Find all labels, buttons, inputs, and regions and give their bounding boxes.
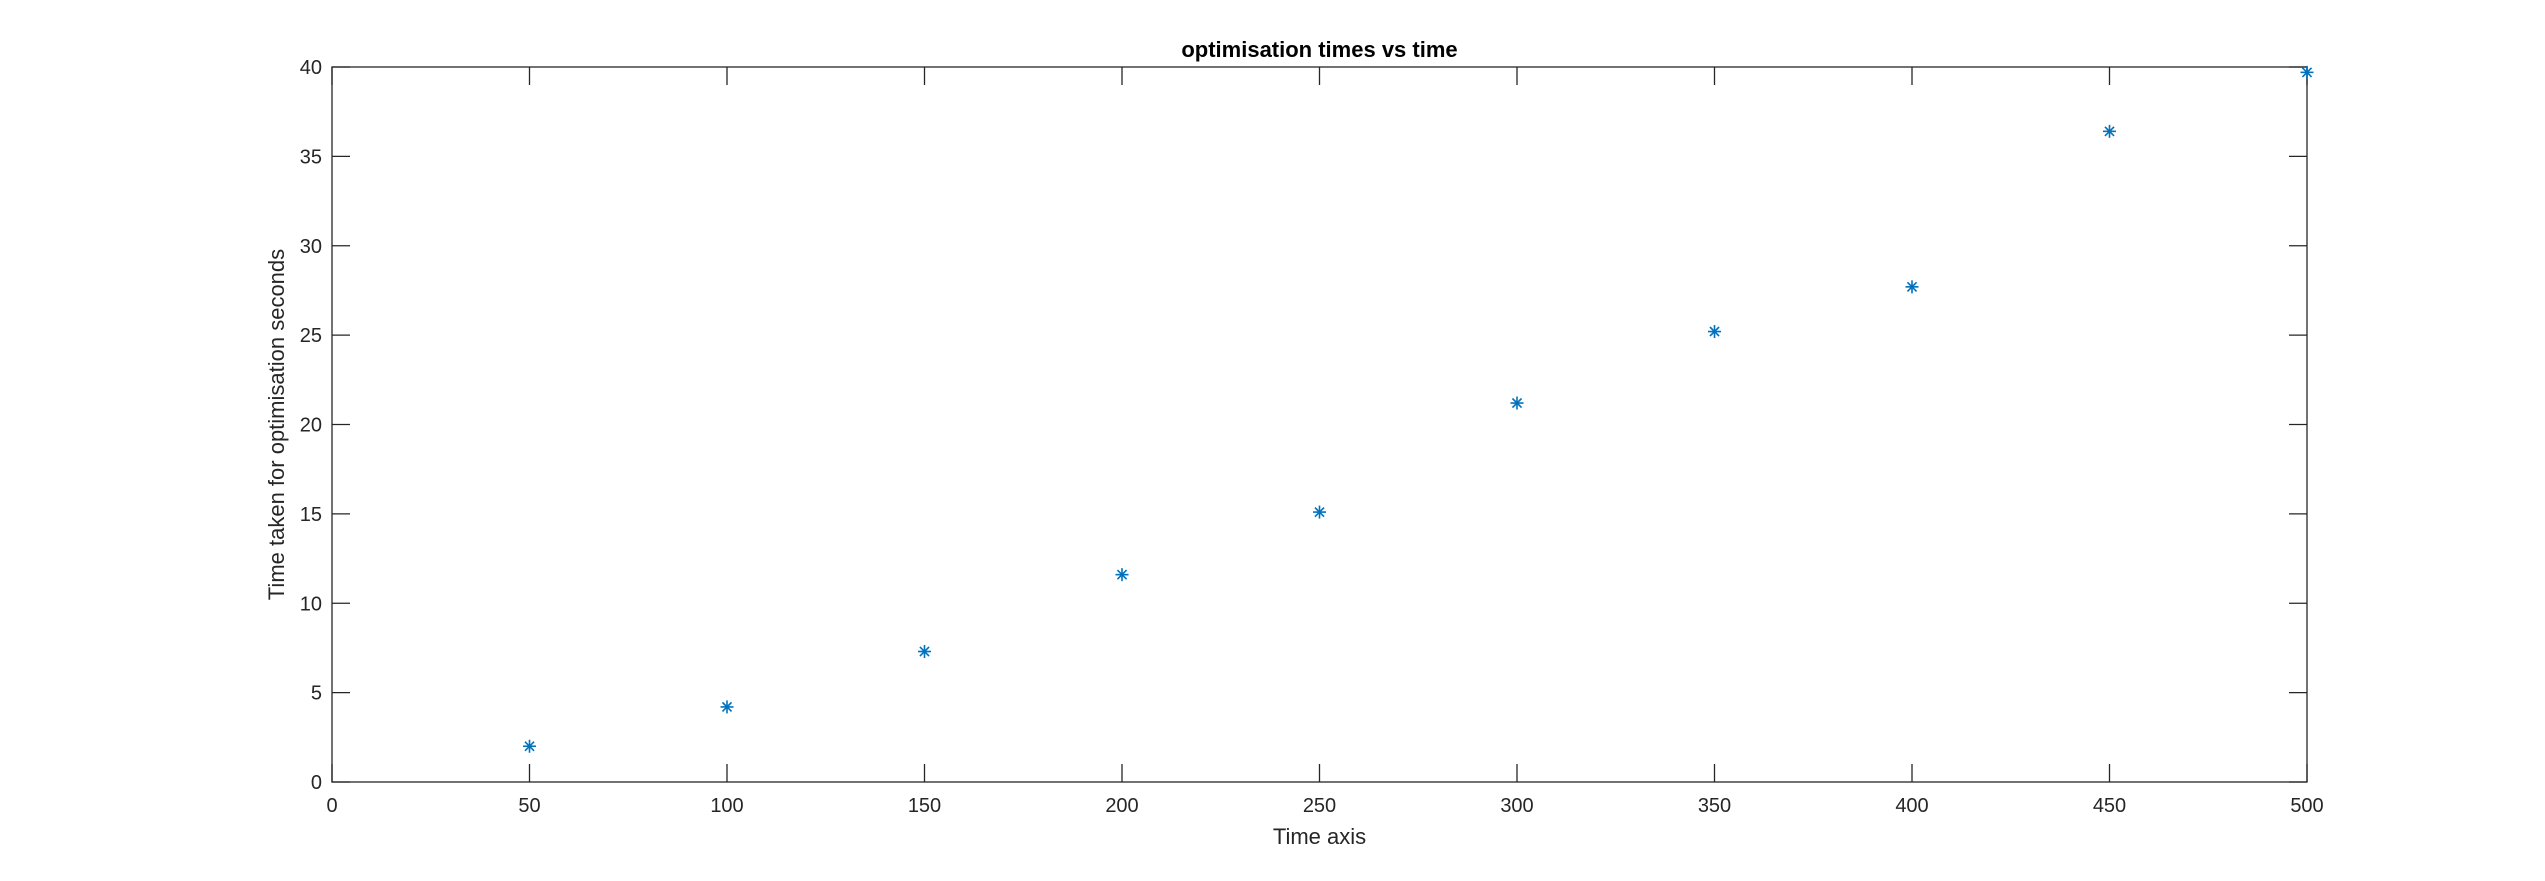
y-tick-label: 40 (300, 57, 322, 79)
x-tick-label: 50 (518, 795, 540, 817)
data-point (1905, 280, 1919, 294)
data-point (523, 739, 536, 753)
axes: 0 50 100 150 200 250 300 350 400 450 500 0 5 10 15 20 2… (300, 57, 2324, 817)
data-markers (523, 65, 2314, 753)
y-axis-ticks: 0 5 10 15 20 25 30 35 40 (300, 57, 2307, 794)
y-tick-label: 10 (300, 593, 322, 615)
y-tick-label: 20 (300, 415, 322, 437)
data-point (918, 645, 931, 659)
x-tick-label: 350 (1698, 795, 1731, 817)
x-tick-label: 200 (1105, 795, 1138, 817)
x-tick-label: 150 (908, 795, 941, 817)
y-tick-label: 15 (300, 504, 322, 526)
x-tick-label: 250 (1303, 795, 1336, 817)
y-tick-label: 25 (300, 325, 322, 347)
data-point (2300, 65, 2314, 79)
y-tick-label: 5 (311, 683, 322, 705)
x-tick-label: 100 (710, 795, 743, 817)
data-point (1510, 396, 1524, 410)
x-axis-ticks: 0 50 100 150 200 250 300 350 400 450 500 (326, 67, 2324, 817)
data-point (720, 700, 734, 714)
x-tick-label: 400 (1895, 795, 1928, 817)
chart-title: optimisation times vs time (1181, 37, 1457, 62)
data-point (1708, 325, 1721, 339)
x-tick-label: 300 (1500, 795, 1533, 817)
plot-area-box (331, 66, 2308, 783)
data-point (1115, 568, 1129, 582)
x-tick-label: 0 (326, 795, 337, 817)
x-tick-label: 500 (2290, 795, 2323, 817)
data-point (2103, 124, 2116, 138)
y-tick-label: 30 (300, 236, 322, 258)
y-tick-label: 0 (311, 772, 322, 794)
data-point (1313, 505, 1326, 519)
x-axis-label: Time axis (1273, 824, 1366, 849)
x-tick-label: 450 (2093, 795, 2126, 817)
y-axis-label: Time taken for optimisation seconds (264, 249, 289, 600)
y-tick-label: 35 (300, 146, 322, 168)
